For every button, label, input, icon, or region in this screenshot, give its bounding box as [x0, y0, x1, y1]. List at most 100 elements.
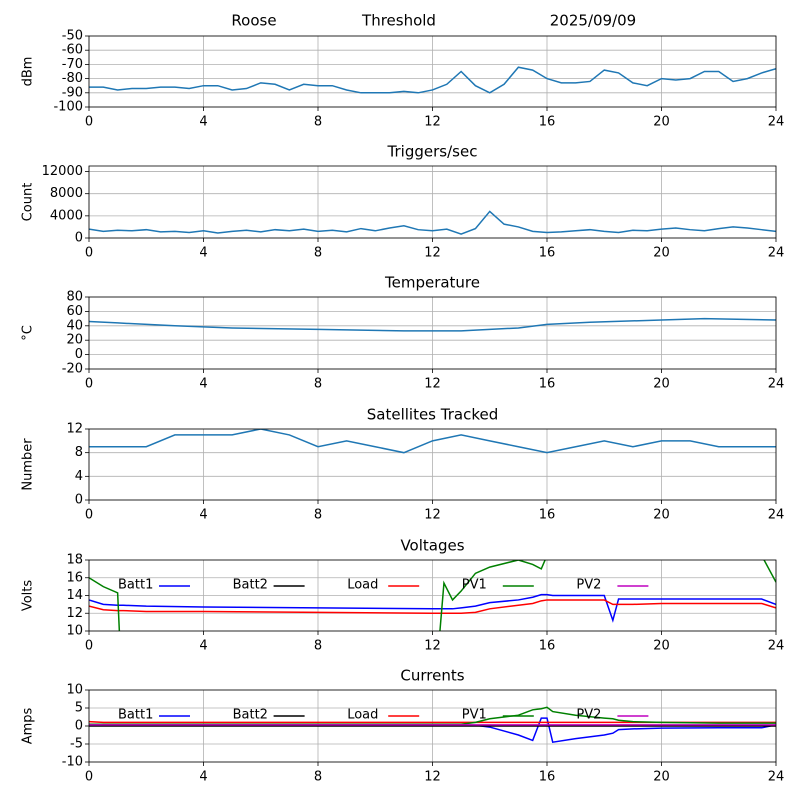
chart-title: Roose [231, 12, 276, 30]
y-axis-label: Amps [21, 707, 36, 744]
x-tick-label: 0 [85, 246, 93, 261]
chart-title: Voltages [400, 537, 464, 555]
chart-title: 2025/09/09 [550, 12, 636, 30]
legend-label: PV1 [462, 578, 487, 593]
x-tick-label: 8 [314, 115, 322, 130]
y-tick-label: 80 [66, 290, 83, 305]
x-tick-label: 16 [539, 115, 556, 130]
panel: 0 4 8 12 16 20 24 0 4 8 12 Satellites Tracked Number [21, 406, 785, 523]
axes-frame [88, 559, 777, 632]
y-tick-label: 8 [75, 445, 83, 460]
series-line [89, 599, 776, 614]
legend-label: Batt2 [233, 578, 268, 593]
x-tick-label: 4 [199, 377, 207, 392]
series-line [89, 210, 776, 235]
panel: 0 4 8 12 16 20 24 10 12 14 16 18 Voltages Volts Batt1 B… [21, 537, 785, 654]
x-tick-label: 12 [424, 639, 441, 654]
series-line [89, 66, 776, 94]
x-tick-label: 4 [199, 115, 207, 130]
y-tick-label: 4000 [50, 208, 83, 223]
y-tick-label: 0 [75, 347, 83, 362]
legend-label: PV1 [462, 708, 487, 723]
x-tick-label: 12 [424, 377, 441, 392]
x-tick-label: 0 [85, 508, 93, 523]
y-tick-label: 8000 [50, 186, 83, 201]
y-tick-label: -50 [62, 29, 83, 44]
x-tick-label: 24 [768, 508, 785, 523]
y-tick-label: -5 [70, 737, 83, 752]
x-tick-label: 24 [768, 639, 785, 654]
chart-title: Currents [400, 667, 464, 685]
x-tick-label: 20 [653, 508, 670, 523]
x-tick-label: 16 [539, 377, 556, 392]
x-tick-label: 8 [314, 246, 322, 261]
y-tick-label: 40 [66, 318, 83, 333]
x-tick-label: 0 [85, 377, 93, 392]
x-tick-label: 24 [768, 377, 785, 392]
y-tick-label: 14 [66, 588, 83, 603]
x-tick-label: 16 [539, 508, 556, 523]
legend-label: Batt1 [118, 578, 153, 593]
x-tick-label: 8 [314, 508, 322, 523]
series-line [89, 429, 776, 454]
x-tick-label: 8 [314, 377, 322, 392]
chart-title: Triggers/sec [387, 143, 478, 161]
y-tick-label: 20 [66, 333, 83, 348]
y-tick-label: -20 [62, 362, 83, 377]
legend-label: PV2 [576, 578, 601, 593]
y-tick-label: -60 [62, 43, 83, 58]
x-tick-label: 0 [85, 770, 93, 785]
y-tick-label: 16 [66, 570, 83, 585]
legend-label: Batt2 [233, 708, 268, 723]
y-tick-label: 10 [66, 624, 83, 639]
y-tick-label: 12 [66, 422, 83, 437]
x-tick-label: 12 [424, 115, 441, 130]
axes-frame [88, 165, 777, 239]
y-axis-label: °C [21, 325, 36, 341]
y-axis-label: Count [21, 183, 36, 222]
legend-label: Batt1 [118, 708, 153, 723]
chart-title: Satellites Tracked [367, 406, 498, 424]
y-tick-label: -90 [62, 85, 83, 100]
series-line [89, 317, 776, 332]
series-line [89, 720, 776, 724]
y-tick-label: -10 [62, 755, 83, 770]
y-tick-label: -80 [62, 71, 83, 86]
x-tick-label: 4 [199, 770, 207, 785]
x-tick-label: 12 [424, 508, 441, 523]
y-tick-label: 4 [75, 469, 83, 484]
legend-label: Load [347, 578, 378, 593]
x-tick-label: 24 [768, 115, 785, 130]
y-tick-label: 12000 [42, 164, 83, 179]
y-axis-label: Volts [21, 580, 36, 612]
y-tick-label: -70 [62, 57, 83, 72]
legend-label: PV2 [576, 708, 601, 723]
axes-frame [88, 689, 777, 763]
x-tick-label: 8 [314, 639, 322, 654]
x-tick-label: 20 [653, 115, 670, 130]
x-tick-label: 8 [314, 770, 322, 785]
panel: 0 4 8 12 16 20 24 -100-90-80-70-60-50 Roose Thres… [21, 12, 785, 130]
panel: 0 4 8 12 16 20 24 0 4000 8000 12000 Triggers/sec Cou… [21, 143, 785, 261]
y-tick-label: 5 [75, 701, 83, 716]
y-tick-label: -100 [53, 100, 83, 115]
x-tick-label: 4 [199, 639, 207, 654]
x-tick-label: 12 [424, 246, 441, 261]
legend-label: Load [347, 708, 378, 723]
chart-title: Threshold [361, 12, 436, 30]
x-tick-label: 0 [85, 115, 93, 130]
y-tick-label: 60 [66, 304, 83, 319]
y-axis-label: dBm [21, 57, 36, 87]
series-line [89, 593, 776, 623]
axes-frame [88, 35, 777, 108]
x-tick-label: 4 [199, 508, 207, 523]
y-tick-label: 10 [66, 683, 83, 698]
x-tick-label: 16 [539, 246, 556, 261]
x-tick-label: 0 [85, 639, 93, 654]
chart-title: Temperature [384, 274, 480, 292]
y-tick-label: 0 [75, 231, 83, 246]
x-tick-label: 20 [653, 770, 670, 785]
x-tick-label: 24 [768, 770, 785, 785]
